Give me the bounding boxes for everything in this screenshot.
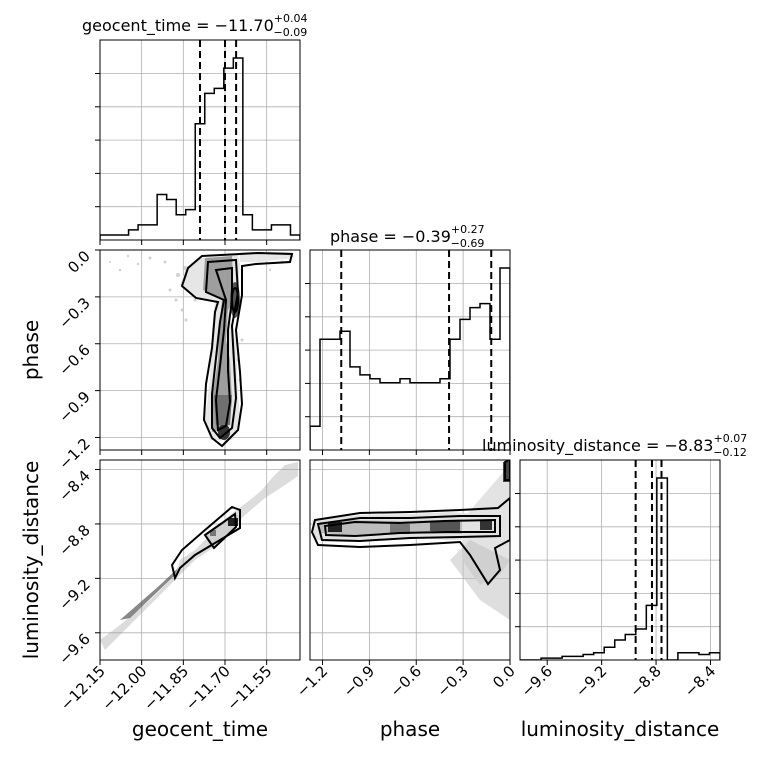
x-tick-label-geocent_time: −11.85	[140, 662, 192, 714]
density-geocent-lumdist	[100, 462, 298, 650]
tick-marks	[95, 73, 711, 665]
title-phase: phase = −0.39+0.27 −0.69	[330, 223, 485, 250]
x-tick-label-luminosity_distance: −9.6	[518, 662, 556, 700]
x-tick-label-phase: 0.0	[489, 662, 519, 692]
x-tick-label-phase: −1.2	[293, 662, 331, 700]
xlabel-luminosity-distance: luminosity_distance	[521, 717, 720, 741]
density-geocent-phase	[109, 252, 294, 440]
xlabel-phase: phase	[380, 717, 440, 741]
y-tick-label-phase: 0.0	[64, 247, 94, 277]
x-tick-label-luminosity_distance: −9.2	[572, 662, 610, 700]
y-tick-label-phase: −0.6	[55, 341, 93, 379]
title-geocent-time: geocent_time = −11.70+0.04 −0.09	[82, 12, 308, 39]
contours-geocent-phase	[180, 251, 294, 448]
y-tick-label-luminosity_distance: −8.4	[55, 467, 93, 505]
xlabel-geocent-time: geocent_time	[132, 717, 268, 741]
histogram-phase	[310, 250, 510, 450]
x-tick-label-geocent_time: −12.15	[57, 662, 109, 714]
histogram-step-luminosity_distance	[520, 477, 720, 660]
title-luminosity-distance: luminosity_distance = −8.83+0.07 −0.12	[482, 432, 747, 459]
y-tick-label-luminosity_distance: −9.2	[55, 575, 93, 613]
y-tick-label-luminosity_distance: −9.6	[55, 630, 93, 668]
panel-frame	[99, 459, 301, 661]
histogram-step-geocent_time	[100, 57, 300, 240]
y-tick-label-phase: −0.3	[55, 294, 93, 332]
x-tick-label-phase: −0.3	[433, 662, 471, 700]
histogram-geocent_time	[100, 40, 300, 240]
x-tick-label-phase: −0.9	[340, 662, 378, 700]
y-tick-label-phase: −0.9	[55, 388, 93, 426]
x-tick-label-phase: −0.6	[387, 662, 425, 700]
histograms	[100, 40, 720, 660]
contours-phase-lumdist	[310, 460, 510, 586]
histogram-luminosity_distance	[520, 460, 720, 660]
grid-lines	[99, 40, 720, 660]
panel-frame	[99, 249, 301, 451]
ylabel-luminosity-distance: luminosity_distance	[19, 461, 43, 660]
ylabel-phase: phase	[19, 320, 43, 380]
x-tick-label-geocent_time: −11.70	[182, 662, 234, 714]
x-tick-label-luminosity_distance: −8.8	[626, 662, 664, 700]
x-tick-label-luminosity_distance: −8.4	[681, 662, 719, 700]
panel-frames	[99, 39, 721, 661]
panel-frame	[309, 459, 511, 661]
y-tick-label-phase: −1.2	[55, 435, 93, 473]
histogram-step-phase	[310, 267, 510, 450]
contours-geocent-lumdist	[170, 505, 241, 581]
x-tick-label-geocent_time: −12.00	[99, 662, 151, 714]
y-tick-label-luminosity_distance: −8.8	[55, 521, 93, 559]
x-tick-label-geocent_time: −11.55	[224, 662, 276, 714]
